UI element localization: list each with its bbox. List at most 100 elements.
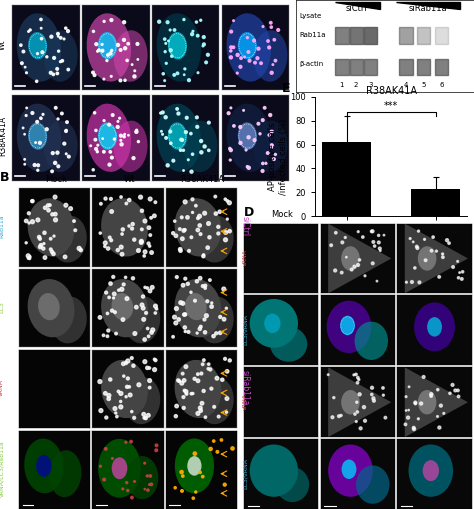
Point	[415, 415, 422, 423]
Point	[375, 231, 383, 239]
Point	[111, 308, 119, 316]
Point	[62, 127, 70, 135]
Text: D: D	[244, 206, 255, 219]
Point	[159, 108, 166, 117]
Point	[127, 391, 134, 399]
Ellipse shape	[112, 457, 128, 479]
Point	[131, 477, 138, 486]
Point	[115, 387, 122, 395]
Point	[418, 400, 425, 408]
Point	[116, 114, 123, 122]
Text: Mock: Mock	[272, 210, 293, 219]
Point	[355, 376, 363, 384]
Point	[133, 126, 140, 134]
Point	[205, 146, 212, 154]
Point	[270, 155, 278, 163]
Point	[194, 409, 202, 417]
Point	[41, 204, 49, 212]
Point	[102, 194, 109, 203]
Point	[130, 154, 137, 162]
Point	[117, 403, 125, 411]
Point	[119, 316, 127, 324]
Point	[411, 264, 419, 272]
Point	[224, 215, 231, 223]
Point	[159, 70, 167, 78]
Point	[178, 213, 185, 221]
Point	[200, 356, 208, 364]
Point	[126, 383, 133, 391]
Point	[36, 243, 44, 251]
Point	[357, 425, 365, 433]
Point	[145, 223, 153, 232]
Point	[196, 468, 204, 476]
Point	[338, 269, 346, 277]
Point	[50, 70, 57, 78]
Point	[92, 126, 100, 134]
Point	[204, 244, 211, 252]
Point	[96, 378, 104, 386]
Point	[193, 277, 201, 286]
Point	[121, 130, 128, 138]
Point	[25, 219, 33, 227]
Point	[201, 209, 209, 217]
Point	[36, 139, 44, 147]
Point	[269, 142, 276, 150]
Point	[192, 488, 200, 496]
Point	[50, 250, 57, 258]
Ellipse shape	[124, 377, 160, 424]
Point	[34, 166, 42, 174]
Point	[166, 26, 174, 34]
Point	[140, 410, 147, 418]
Point	[131, 329, 139, 337]
Point	[130, 236, 138, 244]
Point	[208, 385, 215, 393]
Point	[201, 413, 209, 421]
Ellipse shape	[44, 31, 78, 82]
Point	[408, 278, 416, 286]
Point	[108, 208, 116, 216]
Point	[179, 281, 187, 289]
Point	[188, 30, 196, 38]
Point	[410, 423, 418, 432]
Point	[402, 406, 410, 414]
Point	[137, 193, 145, 201]
Point	[174, 376, 182, 384]
Point	[410, 425, 418, 433]
Point	[112, 329, 120, 337]
Point	[402, 278, 410, 286]
Point	[451, 386, 459, 394]
Point	[234, 51, 241, 59]
Point	[172, 484, 179, 492]
Point	[428, 392, 435, 400]
Point	[97, 200, 105, 208]
Point	[182, 310, 189, 319]
Point	[22, 239, 30, 247]
Point	[171, 71, 178, 79]
Point	[244, 162, 251, 171]
Point	[361, 417, 369, 425]
Point	[191, 297, 199, 305]
Point	[151, 355, 158, 363]
Point	[376, 244, 383, 252]
Point	[101, 242, 109, 250]
Ellipse shape	[87, 13, 131, 81]
Point	[198, 148, 205, 156]
Point	[422, 256, 429, 264]
Point	[126, 196, 133, 204]
Point	[246, 56, 253, 65]
Point	[29, 197, 36, 205]
Point	[45, 206, 52, 214]
Point	[120, 36, 128, 44]
Point	[25, 254, 32, 262]
Point	[122, 359, 130, 367]
Point	[197, 407, 205, 415]
Point	[141, 414, 148, 422]
Point	[449, 381, 456, 389]
Point	[118, 230, 126, 238]
Point	[114, 123, 121, 131]
Point	[204, 365, 212, 373]
Point	[166, 127, 174, 135]
Point	[198, 370, 205, 378]
Point	[64, 66, 72, 74]
Point	[153, 305, 160, 313]
